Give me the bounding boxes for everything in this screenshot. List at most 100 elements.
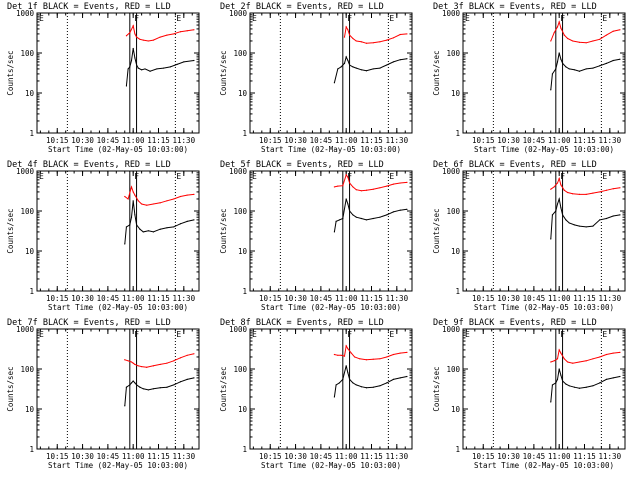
events-data-point — [343, 62, 346, 64]
interval-marker-label: F — [560, 172, 565, 181]
lld-data-point — [347, 29, 349, 31]
events-data-point — [130, 216, 133, 218]
x-tick-label: 11:30 — [386, 294, 409, 303]
interval-marker-label: E — [39, 14, 44, 23]
events-series-line — [333, 55, 407, 83]
events-data-point — [551, 73, 554, 75]
events-data-point — [578, 225, 581, 227]
events-data-point — [352, 214, 354, 216]
x-tick-label: 11:15 — [147, 136, 170, 145]
x-tick-label: 11:15 — [360, 294, 383, 303]
lld-data-point — [166, 34, 168, 36]
events-data-point — [585, 226, 587, 228]
interval-marker-label: E — [252, 14, 257, 23]
events-data-point — [386, 214, 388, 216]
events-data-point — [558, 198, 560, 200]
events-data-point — [162, 67, 165, 69]
lld-data-point — [345, 345, 347, 347]
lld-data-point — [567, 37, 569, 40]
x-tick-label: 10:45 — [97, 452, 120, 461]
events-data-point — [565, 383, 567, 385]
events-data-point — [333, 396, 335, 398]
x-tick-label: 11:15 — [360, 136, 383, 145]
events-data-point — [345, 365, 347, 367]
lld-data-point — [132, 191, 134, 193]
events-data-point — [355, 216, 357, 218]
events-data-point — [550, 401, 552, 403]
events-series-line — [550, 197, 620, 240]
lld-series-line — [550, 20, 621, 44]
lld-data-point — [572, 193, 574, 195]
events-data-point — [360, 386, 362, 388]
events-data-point — [399, 59, 401, 61]
events-data-point — [137, 67, 139, 69]
chart-title: Det 4f BLACK = Events, RED = LLD — [7, 160, 171, 170]
lld-data-point — [348, 182, 351, 184]
lld-data-point — [605, 189, 608, 191]
lld-data-point — [340, 354, 342, 356]
events-data-point — [592, 225, 594, 227]
x-tick-label: 11:30 — [173, 136, 196, 145]
lld-data-point — [592, 192, 594, 194]
x-tick-label: 11:15 — [147, 452, 170, 461]
events-data-point — [605, 62, 608, 64]
x-tick-label: 11:15 — [573, 452, 596, 461]
y-tick-label: 10 — [451, 89, 461, 98]
plot-frame — [249, 328, 413, 450]
interval-marker-label: E — [176, 14, 181, 23]
plot-frame — [36, 12, 200, 134]
lld-data-point — [125, 35, 128, 37]
interval-marker-label: F — [560, 14, 565, 23]
lld-data-point — [619, 187, 621, 189]
events-data-point — [565, 219, 567, 221]
y-tick-label: 1000 — [229, 167, 248, 176]
lld-data-point — [173, 33, 175, 35]
events-data-point — [129, 384, 131, 386]
x-tick-label: 11:15 — [147, 294, 170, 303]
interval-marker-label: F — [347, 330, 352, 339]
events-data-point — [372, 386, 374, 388]
x-tick-label: 10:45 — [310, 136, 333, 145]
plot-frame — [462, 170, 626, 292]
lld-data-point — [186, 194, 188, 196]
lld-data-point — [560, 27, 562, 29]
lld-data-point — [585, 360, 587, 362]
x-axis-label: Start Time (02-May-05 10:03:00) — [474, 461, 614, 470]
lld-data-point — [567, 361, 569, 363]
lld-data-point — [572, 40, 574, 42]
x-tick-label: 10:30 — [71, 136, 94, 145]
events-data-point — [599, 65, 601, 67]
chart-title: Det 3f BLACK = Events, RED = LLD — [433, 2, 597, 12]
y-axis-label: Counts/sec — [432, 50, 441, 95]
lld-data-point — [558, 177, 560, 180]
y-axis-label: Counts/sec — [6, 50, 15, 95]
events-data-point — [555, 382, 557, 384]
events-series-line — [124, 200, 195, 245]
events-data-point — [612, 215, 614, 217]
events-data-point — [132, 200, 134, 202]
events-data-point — [139, 228, 141, 230]
events-data-point — [159, 228, 161, 230]
chart-panel-6: Det 6f BLACK = Events, RED = LLD 1 10 100 10… — [432, 160, 626, 312]
events-data-point — [152, 231, 155, 233]
lld-data-point — [553, 360, 555, 362]
events-data-point — [130, 382, 133, 384]
events-data-point — [585, 386, 587, 388]
chart-panel-3: Det 3f BLACK = Events, RED = LLD 1 10 100 10… — [432, 2, 626, 154]
lld-data-point — [124, 359, 126, 361]
lld-data-point — [556, 26, 559, 28]
events-data-point — [550, 89, 552, 91]
chart-panel-7: Det 7f BLACK = Events, RED = LLD 1 10 100 10… — [6, 318, 200, 470]
lld-data-point — [146, 366, 148, 368]
events-data-point — [159, 387, 161, 389]
y-tick-label: 1 — [29, 287, 34, 296]
y-axis-label: Counts/sec — [219, 366, 228, 411]
events-data-point — [565, 66, 567, 68]
lld-data-point — [599, 38, 601, 40]
lld-data-point — [337, 354, 339, 356]
interval-marker-label: E — [389, 172, 394, 181]
chart-panel-4: Det 4f BLACK = Events, RED = LLD 1 10 100 10… — [6, 160, 200, 312]
events-data-point — [352, 66, 354, 68]
y-tick-label: 1000 — [16, 9, 35, 18]
x-tick-label: 11:15 — [573, 294, 596, 303]
